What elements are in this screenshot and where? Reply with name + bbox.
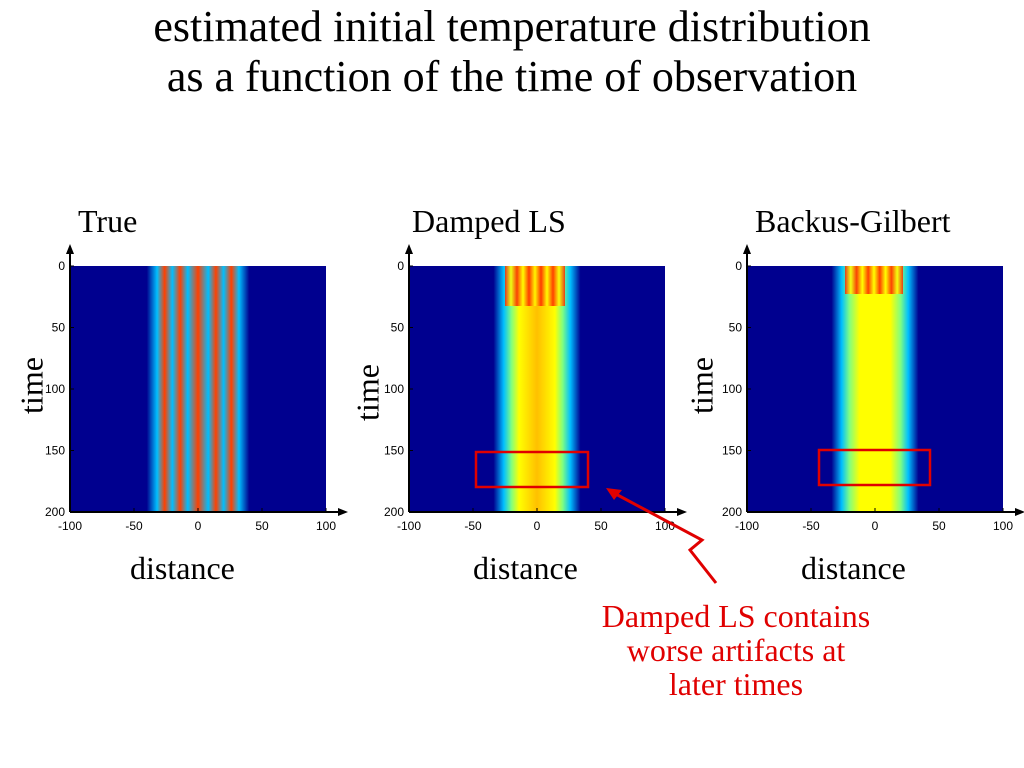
x-tick-label: 50 [255,519,269,533]
y-axis-arrow [743,244,751,254]
x-axis-arrow [677,508,687,516]
xlabel-damped-ls: distance [473,550,578,586]
heatmap-damped-ls-image [409,266,665,512]
y-tick-label: 100 [45,382,65,396]
xlabel-backus-gilbert: distance [801,550,906,586]
x-tick-label: -50 [125,519,143,533]
x-tick-label: -50 [464,519,482,533]
panel-title-true: True [78,203,138,239]
heatmap-backus-gilbert-image [747,266,1003,512]
x-tick-label: 0 [534,519,541,533]
x-tick-label: 50 [594,519,608,533]
heatmap-backus-gilbert-early-stripes [845,266,903,294]
y-tick-label: 0 [397,259,404,273]
x-tick-label: 0 [872,519,879,533]
x-tick-label: -100 [735,519,759,533]
slide-title: estimated initial temperature distributi… [0,2,1024,102]
y-tick-label: 150 [384,444,404,458]
y-tick-label: 200 [722,505,742,519]
y-tick-label: 50 [52,321,66,335]
y-tick-label: 100 [722,382,742,396]
annotation-arrow-head [606,488,622,500]
x-tick-label: -100 [58,519,82,533]
annotation-text: Damped LS contains worse artifacts at la… [601,598,871,702]
y-tick-label: 100 [384,382,404,396]
axes-true: 0 50 100 150 200-100 -50 0 50 100 [45,244,348,533]
panel-title-backus-gilbert: Backus-Gilbert [755,203,951,239]
highlight-box-damped-ls [474,450,590,489]
x-tick-label: -50 [802,519,820,533]
heatmap-true-image [70,266,326,512]
x-tick-label: 0 [195,519,202,533]
y-tick-label: 50 [729,321,743,335]
y-tick-label: 50 [391,321,405,335]
y-axis-arrow [405,244,413,254]
x-tick-label: 50 [932,519,946,533]
x-tick-label: 100 [316,519,336,533]
axes-backus-gilbert: 0 50 100 150 200-100 -50 0 50 100 [722,244,1024,533]
highlight-box-backus-gilbert [817,448,932,487]
y-tick-label: 0 [58,259,65,273]
y-tick-label: 200 [384,505,404,519]
panel-title-damped-ls: Damped LS [412,203,566,239]
xlabel-true: distance [130,550,235,586]
heatmap-panel-backus-gilbert [747,266,1003,512]
y-tick-label: 0 [735,259,742,273]
x-tick-label: -100 [397,519,421,533]
y-tick-label: 150 [45,444,65,458]
slide-title-line-2: as a function of the time of observation [166,52,858,101]
y-tick-label: 200 [45,505,65,519]
heatmap-panel-true [70,266,326,512]
slide-title-line-1: estimated initial temperature distributi… [153,2,871,51]
y-axis-arrow [66,244,74,254]
x-axis-arrow [1015,508,1024,516]
annotation-arrow [611,490,718,584]
x-tick-label: 100 [993,519,1013,533]
heatmap-panel-damped-ls [409,266,665,512]
heatmap-damped-ls-early-stripes [505,266,565,306]
x-axis-arrow [338,508,348,516]
y-tick-label: 150 [722,444,742,458]
